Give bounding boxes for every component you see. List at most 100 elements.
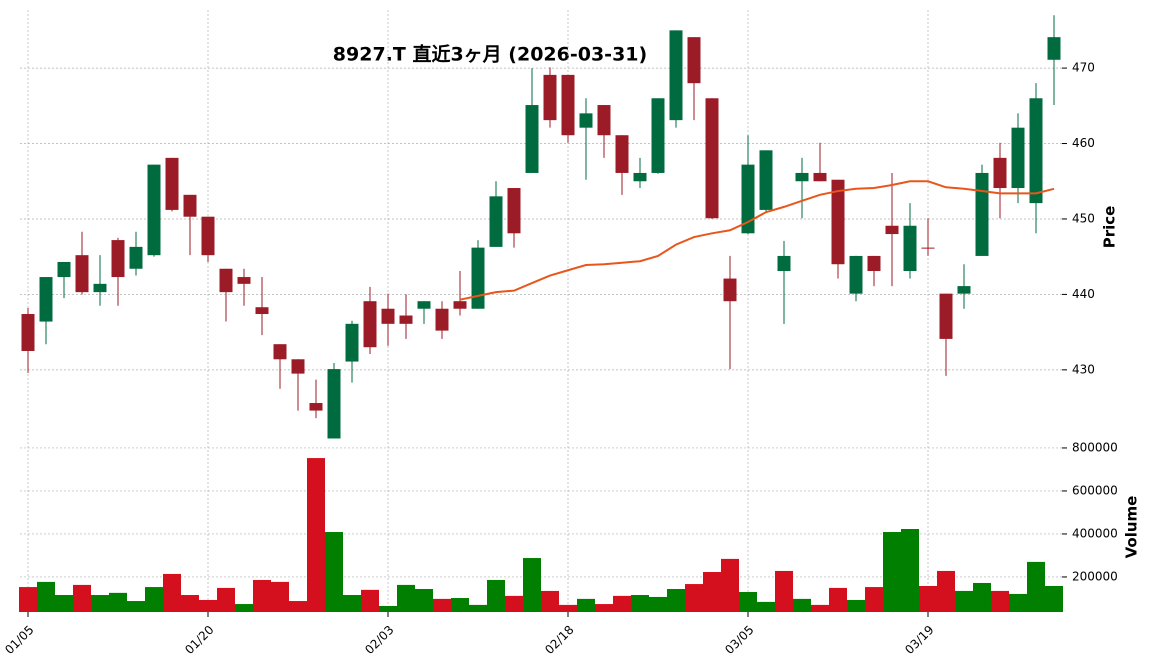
volume-bar xyxy=(325,532,343,612)
y-tick-label: 460 xyxy=(1072,136,1095,150)
candle-body xyxy=(579,113,593,128)
y-tick-label: 430 xyxy=(1072,362,1095,376)
volume-bar xyxy=(1045,585,1063,612)
candle-body xyxy=(543,74,557,121)
volume-bar xyxy=(703,572,721,612)
volume-bar xyxy=(811,604,829,612)
x-tick-label: 03/05 xyxy=(722,623,756,657)
x-tick-label: 01/05 xyxy=(2,623,36,657)
candle-body xyxy=(975,172,989,256)
volume-bar xyxy=(631,595,649,612)
candle-body xyxy=(759,150,773,210)
volume-bar xyxy=(217,587,235,612)
candle-body xyxy=(777,255,791,272)
volume-bar xyxy=(397,584,415,612)
volume-bar xyxy=(415,588,433,612)
candle-body xyxy=(147,164,161,256)
candle-body xyxy=(705,98,719,219)
volume-bar xyxy=(775,570,793,612)
candle-body xyxy=(57,261,71,278)
candle-body xyxy=(399,315,413,324)
volume-bar xyxy=(253,579,271,612)
volume-bar xyxy=(433,598,451,612)
candle-body xyxy=(417,301,431,309)
volume-bar xyxy=(1009,593,1027,612)
candle-body xyxy=(21,314,35,351)
volume-bar xyxy=(667,588,685,612)
x-tick-label: 03/19 xyxy=(902,623,936,657)
candle-body xyxy=(471,247,485,309)
x-tick-label: 02/18 xyxy=(542,623,576,657)
candle-body xyxy=(723,278,737,302)
volume-bar xyxy=(937,570,955,612)
candle-body xyxy=(669,30,683,121)
y-tick-label: 470 xyxy=(1072,61,1095,75)
volume-bar xyxy=(559,604,577,612)
candle-body xyxy=(273,344,287,360)
volume-bar xyxy=(541,590,559,612)
candle-body xyxy=(309,403,323,411)
candle-body xyxy=(345,323,359,362)
volume-bar xyxy=(91,595,109,612)
volume-bar xyxy=(199,599,217,612)
candle-body xyxy=(795,172,809,182)
candle-body xyxy=(633,172,647,182)
volume-bar xyxy=(37,581,55,612)
volume-bar xyxy=(451,598,469,612)
candle-body xyxy=(615,135,629,173)
candle-body xyxy=(849,255,863,294)
candle-body xyxy=(363,301,377,348)
candle-body xyxy=(75,255,89,293)
volume-bar xyxy=(181,595,199,612)
candle-body xyxy=(165,157,179,210)
volume-tick-label: 800000 xyxy=(1072,440,1118,454)
volume-bar xyxy=(523,558,541,612)
volume-bar xyxy=(19,587,37,612)
candle-body xyxy=(219,268,233,293)
volume-bar xyxy=(757,601,775,612)
candle-body xyxy=(201,216,215,256)
candle-body xyxy=(39,277,53,322)
candle-body xyxy=(1011,127,1025,189)
candle-body xyxy=(435,308,449,331)
y-tick-label: 450 xyxy=(1072,211,1095,225)
volume-bar xyxy=(469,604,487,612)
volume-bar xyxy=(973,582,991,612)
moving-average xyxy=(459,180,1055,301)
candle-body xyxy=(921,247,935,249)
volume-bar xyxy=(235,604,253,612)
volume-bar xyxy=(271,581,289,612)
volume-bar xyxy=(901,529,919,612)
candle-body xyxy=(885,225,899,235)
volume-bar xyxy=(505,595,523,612)
volume-bar xyxy=(73,584,91,612)
candle-body xyxy=(561,74,575,136)
volume-bar xyxy=(649,596,667,612)
volume-axis-label: Volume xyxy=(1123,496,1141,559)
volume-bar xyxy=(847,599,865,612)
candle-body xyxy=(1047,37,1061,60)
candle-body xyxy=(291,359,305,374)
candle-body xyxy=(525,105,539,173)
candle-body xyxy=(1029,98,1043,204)
volume-bar xyxy=(613,595,631,612)
candle-body xyxy=(381,308,395,324)
candle-body xyxy=(237,277,251,284)
x-tick-label: 02/03 xyxy=(362,623,396,657)
volume-bar xyxy=(793,598,811,612)
volume-bar xyxy=(487,579,505,612)
volume-tick-label: 600000 xyxy=(1072,483,1118,497)
volume-bar xyxy=(55,595,73,612)
candle-body xyxy=(687,37,701,84)
candle-body xyxy=(255,307,269,315)
candle-body xyxy=(741,164,755,234)
volume-bar xyxy=(685,584,703,612)
volume-bar xyxy=(865,587,883,612)
volume-bar xyxy=(109,592,127,612)
y-axis-label: Price xyxy=(1101,206,1119,249)
chart-title: 8927.T 直近3ヶ月 (2026-03-31) xyxy=(333,43,647,66)
candle-body xyxy=(93,283,107,293)
volume-bar xyxy=(379,605,397,612)
candle-body xyxy=(867,255,881,272)
